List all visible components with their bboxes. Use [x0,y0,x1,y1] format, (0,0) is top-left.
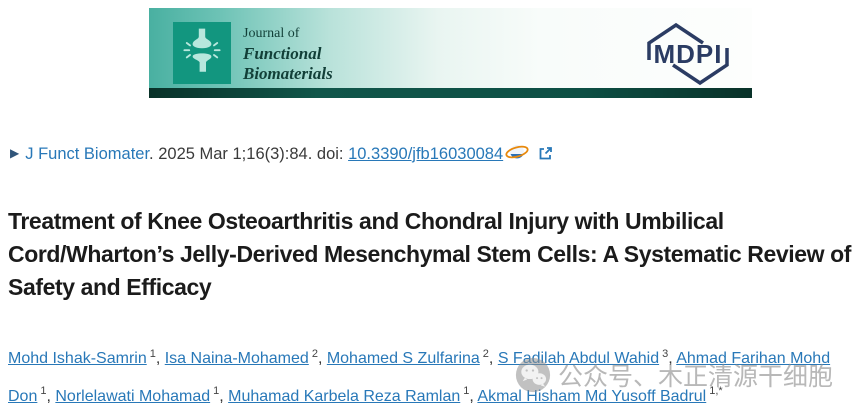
author-item: Mohd Ishak-Samrin 1, [8,348,165,368]
author-item: S Fadilah Abdul Wahid 3, [497,348,677,368]
knee-joint-icon [178,25,226,82]
journal-name-line1: Functional [243,44,322,63]
journal-logo [173,22,231,84]
author-item: Muhamad Karbela Reza Ramlan 1, [228,385,478,405]
journal-name-line2: Biomaterials [243,64,333,83]
author-separator: , [155,350,165,368]
journal-name: Journal of Functional Biomaterials [243,24,333,84]
author-link[interactable]: S Fadilah Abdul Wahid [497,350,660,368]
author-affiliation-sup: 1 [40,385,47,398]
author-affiliation-sup: 1 [213,385,220,398]
author-item: Isa Naina-Mohamed 2, [164,348,327,368]
external-link-icon[interactable] [538,147,553,165]
author-item: Mohamed S Zulfarina 2, [326,348,498,368]
author-affiliation-sup: 1 [149,348,156,360]
author-separator: , [46,387,56,405]
author-affiliation-sup: 2 [311,348,318,360]
author-separator: , [488,350,498,368]
author-link[interactable]: Norlelawati Mohamad [55,387,211,405]
banner-bottom-bar [149,88,752,98]
author-affiliation-sup: 2 [482,348,489,360]
citation-expand-toggle[interactable]: ▶ [10,146,20,160]
journal-name-prefix: Journal of [243,26,300,41]
author-separator: , [317,350,327,368]
author-list: Mohd Ishak-Samrin 1, Isa Naina-Mohamed 2, … [8,338,865,413]
author-affiliation-sup: 1,* [709,385,723,398]
journal-abbrev-link[interactable]: J Funct Biomater [25,145,150,163]
author-separator: , [469,387,478,405]
author-link[interactable]: Muhamad Karbela Reza Ramlan [228,387,461,405]
author-link[interactable]: Mohd Ishak-Samrin [8,350,147,368]
author-link[interactable]: Akmal Hisham Md Yusoff Badrul [477,387,707,405]
author-item: Akmal Hisham Md Yusoff Badrul 1,* [477,385,723,405]
mdpi-hexagon-icon [647,22,729,86]
author-separator: , [219,387,229,405]
article-title: Treatment of Knee Osteoarthritis and Cho… [8,208,852,300]
journal-banner: Journal of Functional Biomaterials MDPI [149,8,752,98]
author-link[interactable]: Ahmad Farihan Mohd Don [8,350,831,405]
author-item: Ahmad Farihan Mohd Don 1, [8,350,830,404]
citation-details: . 2025 Mar 1;16(3):84. doi: [149,145,349,163]
author-item: Norlelawati Mohamad 1, [55,385,229,405]
author-link[interactable]: Mohamed S Zulfarina [326,350,480,368]
author-affiliation-sup: 3 [662,348,669,360]
author-affiliation-sup: 1 [463,385,470,398]
mdpi-logo: MDPI [638,18,738,90]
fulltext-provider-icon[interactable] [505,145,529,166]
author-link[interactable]: Isa Naina-Mohamed [164,350,309,368]
doi-link[interactable]: 10.3390/jfb16030084 [348,145,504,163]
author-separator: , [668,350,677,368]
mdpi-wordmark: MDPI [653,38,723,69]
citation-line: ▶ J Funct Biomater. 2025 Mar 1;16(3):84. … [10,141,858,169]
